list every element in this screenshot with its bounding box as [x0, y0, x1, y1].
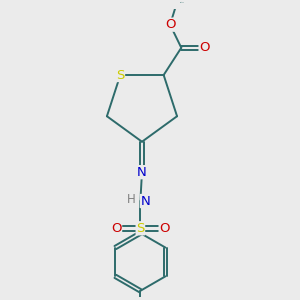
Text: S: S	[136, 222, 145, 235]
Text: O: O	[199, 41, 210, 54]
Text: N: N	[137, 166, 147, 179]
Text: S: S	[116, 68, 124, 82]
Text: methyl: methyl	[180, 2, 184, 3]
Text: N: N	[140, 194, 150, 208]
Text: H: H	[127, 193, 136, 206]
Text: O: O	[111, 222, 122, 235]
Text: O: O	[165, 18, 175, 31]
Text: O: O	[159, 222, 170, 235]
